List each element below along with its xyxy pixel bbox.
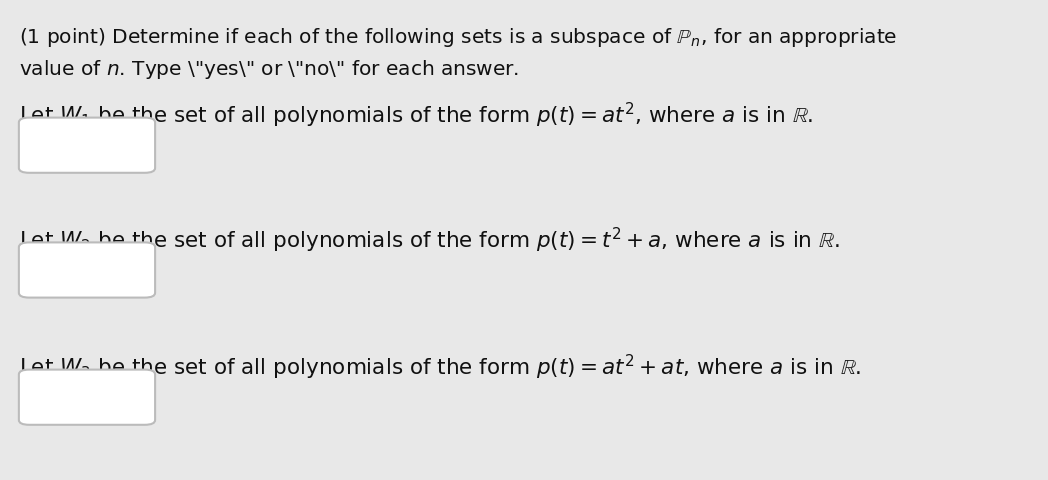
FancyBboxPatch shape [19,118,155,173]
Text: Let $W_3$ be the set of all polynomials of the form $p(t) = at^2 + at$, where $a: Let $W_3$ be the set of all polynomials … [19,353,861,382]
FancyBboxPatch shape [19,370,155,425]
FancyBboxPatch shape [19,242,155,298]
Text: (1 point) Determine if each of the following sets is a subspace of $\mathbb{P}_n: (1 point) Determine if each of the follo… [19,26,897,49]
Text: Let $W_2$ be the set of all polynomials of the form $p(t) = t^2 + a$, where $a$ : Let $W_2$ be the set of all polynomials … [19,226,839,255]
Text: Let $W_1$ be the set of all polynomials of the form $p(t) = at^2$, where $a$ is : Let $W_1$ be the set of all polynomials … [19,101,813,130]
Text: value of $n$. Type \"yes\" or \"no\" for each answer.: value of $n$. Type \"yes\" or \"no\" for… [19,58,519,81]
